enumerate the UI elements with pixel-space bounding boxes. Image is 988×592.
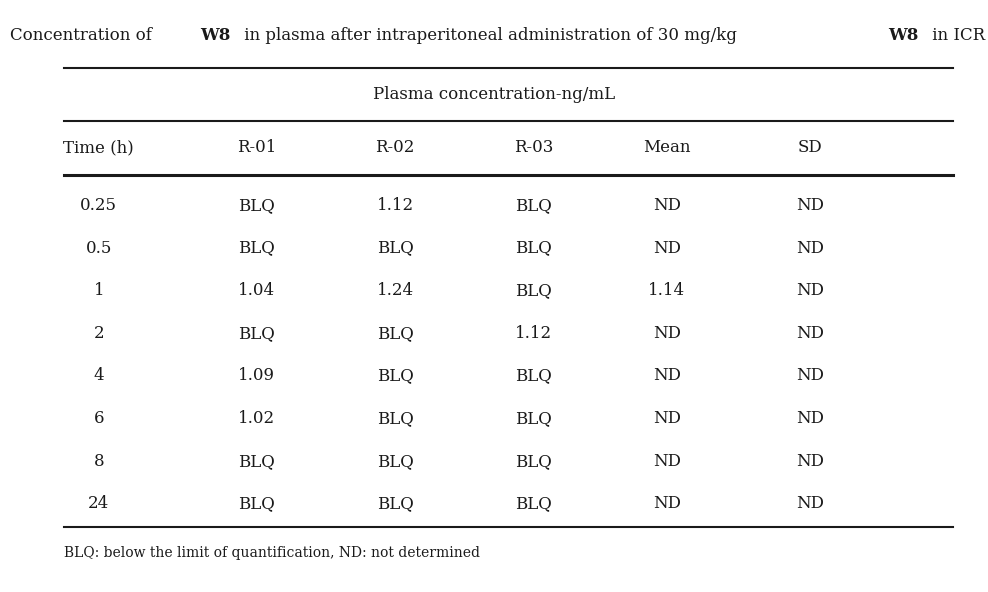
Text: R-02: R-02 bbox=[375, 140, 415, 156]
Text: BLQ: BLQ bbox=[515, 240, 552, 256]
Text: BLQ: BLQ bbox=[515, 197, 552, 214]
Text: R-03: R-03 bbox=[514, 140, 553, 156]
Text: 1.14: 1.14 bbox=[648, 282, 686, 299]
Text: BLQ: BLQ bbox=[376, 496, 414, 512]
Text: ND: ND bbox=[653, 496, 681, 512]
Text: 6: 6 bbox=[94, 410, 104, 427]
Text: BLQ: BLQ bbox=[376, 240, 414, 256]
Text: SD: SD bbox=[797, 140, 823, 156]
Text: in plasma after intraperitoneal administration of 30 mg/kg: in plasma after intraperitoneal administ… bbox=[239, 27, 742, 44]
Text: ND: ND bbox=[796, 453, 824, 469]
Text: W8: W8 bbox=[200, 27, 230, 44]
Text: 1.04: 1.04 bbox=[238, 282, 276, 299]
Text: 1.12: 1.12 bbox=[515, 325, 552, 342]
Text: BLQ: BLQ bbox=[376, 410, 414, 427]
Text: BLQ: BLQ bbox=[238, 325, 276, 342]
Text: BLQ: BLQ bbox=[515, 282, 552, 299]
Text: BLQ: BLQ bbox=[238, 453, 276, 469]
Text: 1.12: 1.12 bbox=[376, 197, 414, 214]
Text: 1.02: 1.02 bbox=[238, 410, 276, 427]
Text: ND: ND bbox=[653, 368, 681, 384]
Text: Mean: Mean bbox=[643, 140, 691, 156]
Text: ND: ND bbox=[796, 197, 824, 214]
Text: BLQ: BLQ bbox=[238, 197, 276, 214]
Text: BLQ: BLQ bbox=[515, 496, 552, 512]
Text: BLQ: BLQ bbox=[515, 410, 552, 427]
Text: 8: 8 bbox=[94, 453, 104, 469]
Text: W8: W8 bbox=[888, 27, 919, 44]
Text: 0.5: 0.5 bbox=[86, 240, 112, 256]
Text: ND: ND bbox=[796, 325, 824, 342]
Text: BLQ: BLQ bbox=[515, 368, 552, 384]
Text: 1: 1 bbox=[94, 282, 104, 299]
Text: ND: ND bbox=[796, 240, 824, 256]
Text: in ICR mice.: in ICR mice. bbox=[928, 27, 988, 44]
Text: ND: ND bbox=[653, 453, 681, 469]
Text: 24: 24 bbox=[88, 496, 110, 512]
Text: BLQ: BLQ bbox=[515, 453, 552, 469]
Text: BLQ: BLQ bbox=[376, 368, 414, 384]
Text: ND: ND bbox=[796, 410, 824, 427]
Text: ND: ND bbox=[796, 282, 824, 299]
Text: BLQ: BLQ bbox=[238, 496, 276, 512]
Text: BLQ: below the limit of quantification, ND: not determined: BLQ: below the limit of quantification, … bbox=[64, 546, 480, 561]
Text: 2: 2 bbox=[94, 325, 104, 342]
Text: BLQ: BLQ bbox=[376, 453, 414, 469]
Text: 1.24: 1.24 bbox=[376, 282, 414, 299]
Text: 4: 4 bbox=[94, 368, 104, 384]
Text: BLQ: BLQ bbox=[376, 325, 414, 342]
Text: Plasma concentration-ng/mL: Plasma concentration-ng/mL bbox=[372, 86, 616, 103]
Text: ND: ND bbox=[796, 368, 824, 384]
Text: ND: ND bbox=[653, 197, 681, 214]
Text: ND: ND bbox=[653, 410, 681, 427]
Text: ND: ND bbox=[796, 496, 824, 512]
Text: ND: ND bbox=[653, 325, 681, 342]
Text: BLQ: BLQ bbox=[238, 240, 276, 256]
Text: Concentration of: Concentration of bbox=[10, 27, 157, 44]
Text: Time (h): Time (h) bbox=[63, 140, 134, 156]
Text: 0.25: 0.25 bbox=[80, 197, 118, 214]
Text: 1.09: 1.09 bbox=[238, 368, 276, 384]
Text: ND: ND bbox=[653, 240, 681, 256]
Text: R-01: R-01 bbox=[237, 140, 277, 156]
